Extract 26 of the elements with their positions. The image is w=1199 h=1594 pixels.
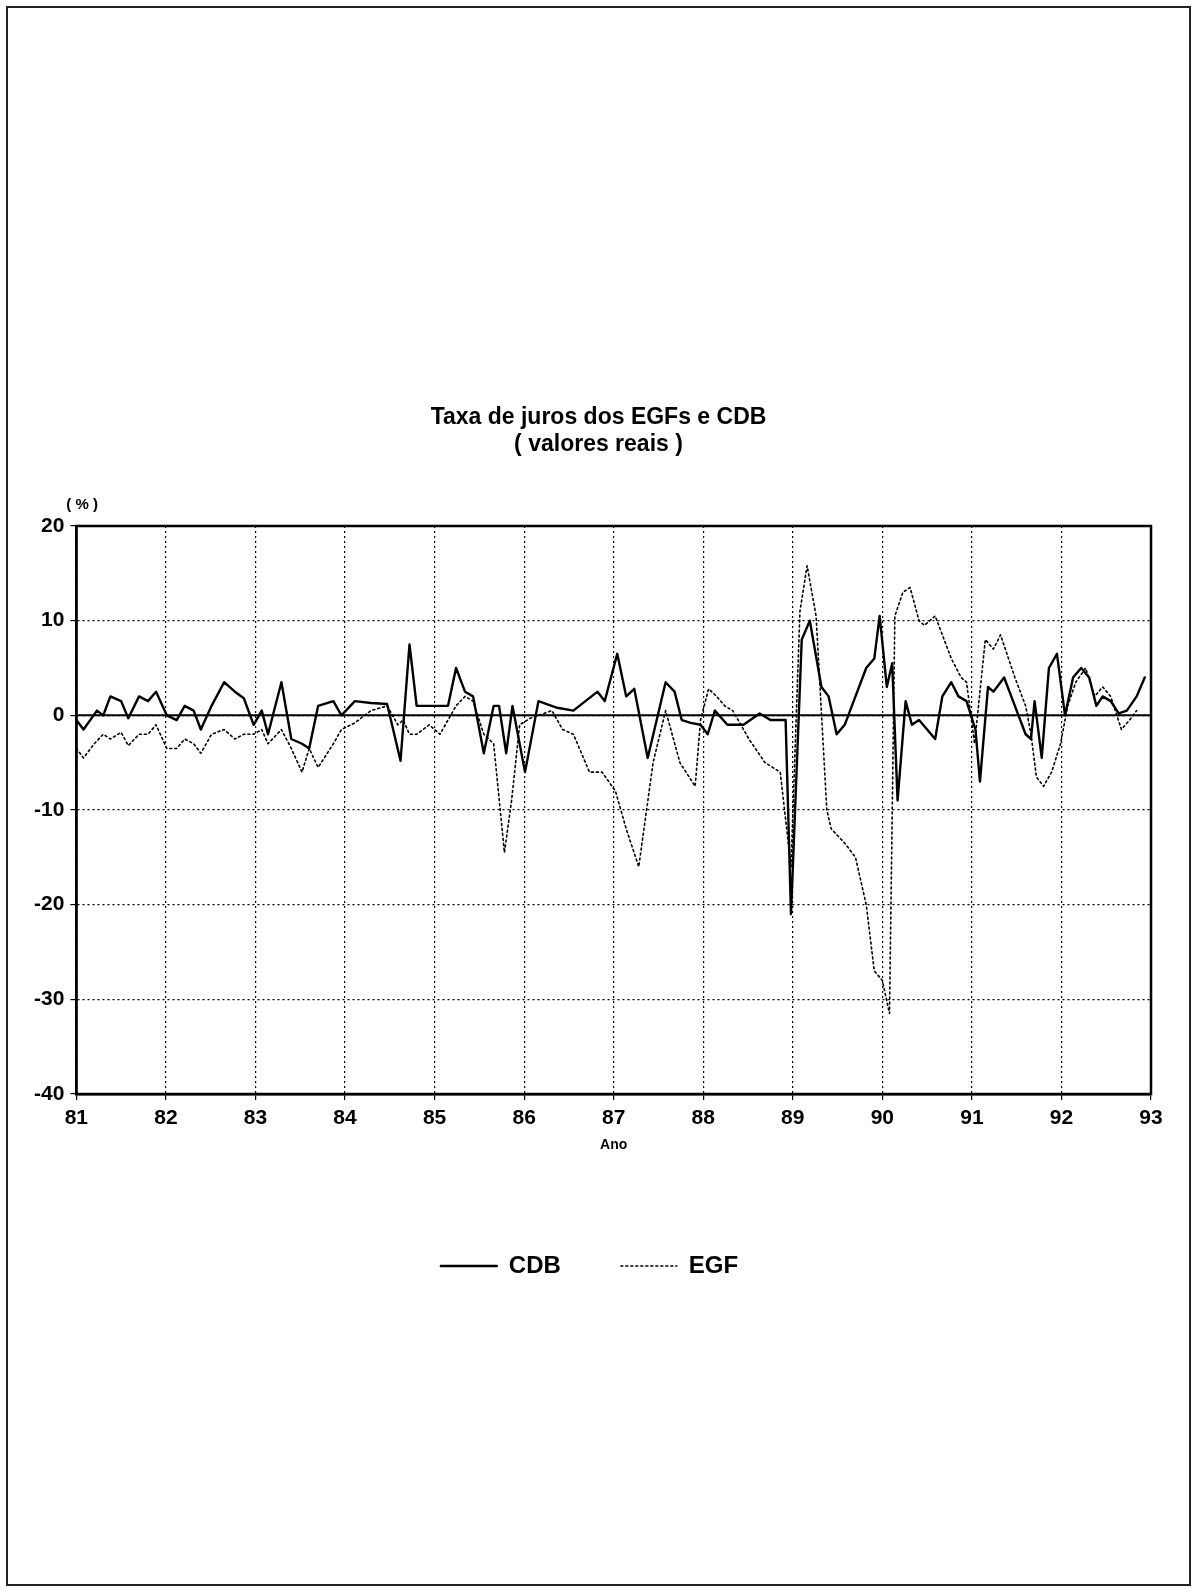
y-tick-label: -40 [33,1080,65,1104]
legend-label: CDB [508,1250,561,1278]
x-tick-label: 91 [960,1105,984,1129]
chart-title: Taxa de juros dos EGFs e CDB [429,403,768,430]
y-tick-label: -30 [33,986,65,1010]
x-tick-label: 89 [781,1105,805,1129]
x-tick-label: 87 [602,1105,626,1129]
y-tick-label: -20 [33,891,65,915]
y-tick-label: 20 [40,512,65,536]
x-tick-label: 92 [1049,1105,1074,1129]
x-tick-label: 85 [422,1105,447,1129]
x-tick-label: 90 [870,1105,895,1129]
x-tick-label: 84 [333,1105,358,1129]
x-tick-label: 83 [243,1105,268,1129]
x-tick-label: 82 [154,1105,178,1129]
x-tick-label: 81 [64,1105,89,1129]
x-tick-label: 86 [512,1105,536,1129]
y-tick-label: -10 [33,796,65,820]
y-axis-title: ( % ) [66,494,99,512]
legend-label: EGF [688,1250,739,1278]
x-tick-label: 88 [691,1105,716,1129]
x-axis-title: Ano [600,1136,628,1153]
y-tick-label: 10 [40,607,65,631]
x-tick-label: 93 [1139,1105,1163,1129]
y-tick-label: 0 [52,702,65,726]
chart-subtitle: ( valores reais ) [513,430,684,457]
